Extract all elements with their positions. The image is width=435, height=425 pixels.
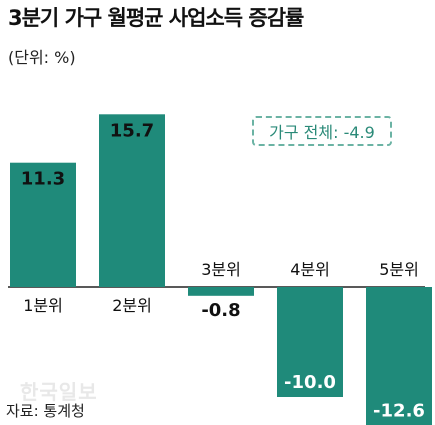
chart-title: 3분기 가구 월평균 사업소득 증감률 [8, 6, 304, 30]
category-label: 1분위 [23, 296, 63, 315]
category-label: 3분위 [201, 260, 241, 279]
unit-label: (단위: %) [8, 48, 76, 67]
bar [10, 162, 76, 287]
source-label: 자료: 통계청 [6, 402, 85, 420]
category-label: 2분위 [112, 296, 152, 315]
value-label: 15.7 [110, 120, 154, 141]
bar [366, 287, 432, 425]
value-label: -12.6 [373, 401, 425, 422]
value-label: -10.0 [284, 372, 336, 393]
bar [99, 114, 165, 287]
category-label: 5분위 [379, 260, 419, 279]
value-label: 11.3 [21, 169, 65, 190]
value-label: -0.8 [201, 300, 240, 321]
bar [277, 287, 343, 397]
total-annotation: 가구 전체: -4.9 [252, 116, 392, 146]
category-label: 4분위 [290, 260, 330, 279]
bar [188, 287, 254, 296]
watermark: 한국일보 [20, 380, 98, 404]
